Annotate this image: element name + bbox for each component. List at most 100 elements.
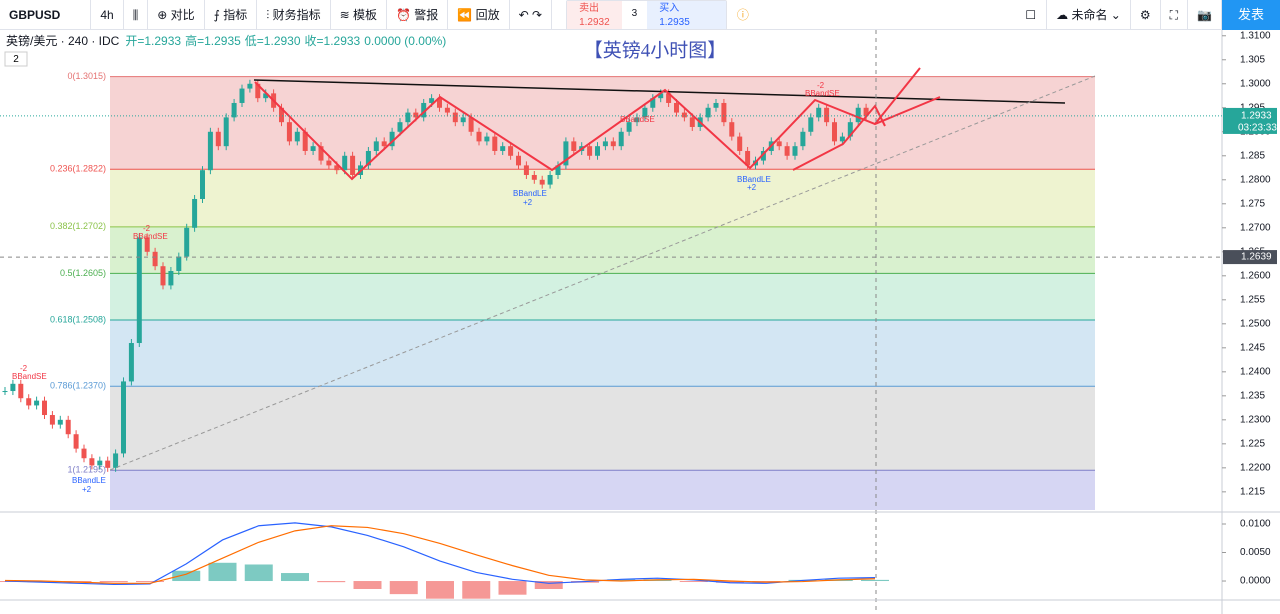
candle-body xyxy=(460,117,466,123)
candle-body xyxy=(484,136,490,142)
candle-body xyxy=(318,146,324,161)
interval[interactable]: 4h xyxy=(91,0,124,30)
candle-body xyxy=(97,460,103,466)
candle-body xyxy=(81,448,87,459)
candle-body xyxy=(49,415,55,425)
candle-body xyxy=(421,102,427,118)
snapshot[interactable]: 📷 xyxy=(1188,0,1222,30)
histogram-bar xyxy=(534,581,563,589)
candle-body xyxy=(824,107,830,123)
y-tick-label: 1.2700 xyxy=(1240,222,1271,233)
indicator-tick-label: 0.0100 xyxy=(1240,519,1271,530)
change: 0.0000 (0.00%) xyxy=(364,34,446,48)
candle-body xyxy=(437,98,442,108)
candle-body xyxy=(65,419,71,435)
fullscreen[interactable]: ⛶ xyxy=(1161,0,1189,30)
sell[interactable]: 卖出 1.2932 xyxy=(567,0,622,29)
signal-count: -2 xyxy=(817,81,825,90)
signal-label: BBandLE xyxy=(72,476,106,485)
candle-body xyxy=(334,165,340,171)
candle-body xyxy=(381,141,387,147)
y-tick-label: 1.2800 xyxy=(1240,174,1271,185)
candle-body xyxy=(429,98,435,103)
indicator-tick-label: 0.0050 xyxy=(1240,547,1271,558)
candle-body xyxy=(792,146,798,156)
settings[interactable]: ⚙ xyxy=(1131,0,1161,30)
candle-body xyxy=(413,112,419,118)
candle-body xyxy=(689,117,695,127)
histogram-bar xyxy=(208,562,237,582)
candle-body xyxy=(397,122,403,132)
candle-body xyxy=(863,107,869,116)
candle-body xyxy=(2,391,8,393)
chart-style[interactable]: ⫼ xyxy=(124,0,149,30)
symbol[interactable]: GBPUSD xyxy=(0,0,92,30)
buy[interactable]: 买入 1.2935 xyxy=(647,0,726,29)
y-tick-label: 1.2500 xyxy=(1240,318,1271,329)
candle-body xyxy=(279,107,284,123)
candle-body xyxy=(263,93,269,99)
signal-label: BBandSE xyxy=(12,372,47,381)
candle-body xyxy=(239,88,245,103)
y-tick-label: 1.225 xyxy=(1240,438,1265,449)
candle-body xyxy=(523,165,529,175)
candle-body xyxy=(231,102,237,118)
fib-label: 0.5(1.2605) xyxy=(60,268,106,278)
y-tick-label: 1.3100 xyxy=(1240,30,1271,41)
compare[interactable]: ⊕ 对比 xyxy=(148,0,205,30)
checkbox[interactable]: ☐ xyxy=(1025,7,1037,22)
histogram-bar xyxy=(136,581,164,583)
candle-body xyxy=(152,251,158,267)
signal-label: BBandLE xyxy=(513,189,547,198)
publish[interactable]: 发表 xyxy=(1221,0,1280,30)
candle-body xyxy=(176,256,182,271)
candle-body xyxy=(847,122,853,137)
candle-body xyxy=(760,150,766,161)
candle-body xyxy=(784,146,790,156)
fib-label: 0.618(1.2508) xyxy=(50,314,106,324)
signal-count: -2 xyxy=(143,224,151,233)
alerts[interactable]: ⏰ 警报 xyxy=(387,0,449,30)
candle-body xyxy=(223,117,229,147)
candle-body xyxy=(160,266,166,286)
templates[interactable]: ≋ 模板 xyxy=(331,0,388,30)
sell-label: 卖出 xyxy=(579,2,600,14)
signal-label: BBandSE xyxy=(805,89,840,98)
macd-line xyxy=(4,522,876,586)
candle-body xyxy=(144,237,150,252)
replay[interactable]: ⏪ 回放 xyxy=(448,0,510,30)
signal-label: BBandSE xyxy=(133,232,168,241)
pane-toggle[interactable] xyxy=(4,51,28,67)
last-price-tag xyxy=(1223,107,1277,134)
candle-body xyxy=(745,150,751,166)
y-tick-label: 1.305 xyxy=(1240,54,1265,65)
candle-body xyxy=(595,146,600,156)
y-tick-label: 1.255 xyxy=(1240,294,1265,305)
candle-body xyxy=(342,155,348,171)
histogram-bar xyxy=(679,581,708,583)
candle-body xyxy=(10,383,16,392)
candle-body xyxy=(18,383,24,399)
info-icon[interactable]: ⓘ xyxy=(736,8,749,22)
financials[interactable]: ⫶ 财务指标 xyxy=(257,0,331,30)
candle-body xyxy=(105,460,111,468)
candle-body xyxy=(547,174,553,185)
y-tick-label: 1.275 xyxy=(1240,198,1265,209)
candle-body xyxy=(389,131,395,147)
histogram-bar xyxy=(607,579,636,582)
candle-body xyxy=(326,160,332,166)
candle-body xyxy=(602,141,608,147)
fib-zone xyxy=(110,470,1095,510)
candle-body xyxy=(642,107,648,118)
undo-redo[interactable]: ↶ ↷ xyxy=(510,0,553,30)
layout[interactable]: ☁ 未命名 ⌄ xyxy=(1046,0,1131,30)
candle-body xyxy=(302,131,308,151)
candle-body xyxy=(674,102,679,113)
label: 模板 xyxy=(353,7,378,22)
candle-body xyxy=(737,136,743,151)
candle-body xyxy=(42,400,47,416)
candle-body xyxy=(89,458,95,466)
label: 未命名 xyxy=(1071,7,1108,22)
indicators[interactable]: ⨍ 指标 xyxy=(205,0,258,30)
